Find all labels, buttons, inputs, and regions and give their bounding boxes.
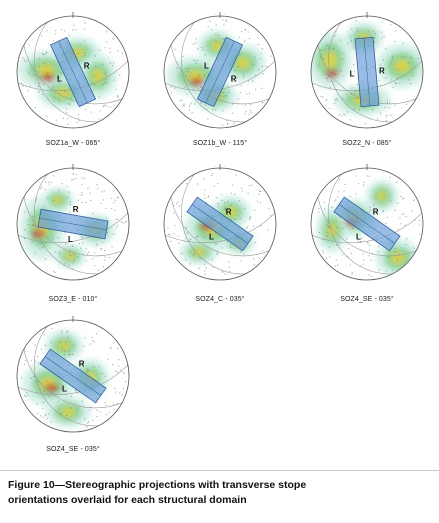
stope-orientation-overlay xyxy=(37,208,109,240)
stereonet-label: SOZ2_N - 085° xyxy=(342,140,392,147)
stope-left-label: L xyxy=(209,232,214,241)
stereonet-soz4-se: LR xyxy=(310,164,424,281)
stereonet-soz4-se-2: LR xyxy=(16,316,130,433)
stope-left-label: L xyxy=(62,384,67,393)
stereonet-label: SOZ4_SE - 035° xyxy=(46,446,100,453)
caption-line-1: Figure 10—Stereographic projections with… xyxy=(8,479,307,491)
stope-orientation-overlay xyxy=(354,36,380,108)
stope-right-label: R xyxy=(84,62,90,71)
stope-right-label: R xyxy=(79,360,85,369)
stereonet-label: SOZ4_C - 035° xyxy=(195,296,245,303)
stope-left-label: L xyxy=(350,69,355,78)
figure-caption: Figure 10—Stereographic projections with… xyxy=(8,478,428,508)
stope-right-label: R xyxy=(226,208,232,217)
stereonet-soz1b-w: LR xyxy=(163,12,277,129)
stope-left-label: L xyxy=(356,232,361,241)
stope-left-label: L xyxy=(68,235,73,244)
stope-right-label: R xyxy=(379,67,385,76)
stope-right-label: R xyxy=(73,205,79,214)
stereonet-soz4-c: LR xyxy=(163,164,277,281)
stope-orientation-overlay xyxy=(333,196,401,252)
stereonet-label: SOZ1b_W - 115° xyxy=(192,140,248,147)
stope-right-label: R xyxy=(231,74,237,83)
stope-orientation-overlay xyxy=(186,196,254,252)
stope-left-label: L xyxy=(204,62,209,71)
stereonet-soz3-e: LR xyxy=(16,164,130,281)
stope-orientation-overlay xyxy=(39,348,107,404)
stope-orientation-overlay xyxy=(49,36,97,108)
stope-left-label: L xyxy=(57,74,62,83)
caption-line-2: orientations overlaid for each structura… xyxy=(8,494,247,506)
stereonet-label: SOZ1a_W - 065° xyxy=(45,140,101,147)
stereonet-label: SOZ4_SE - 035° xyxy=(340,296,394,303)
stope-right-label: R xyxy=(373,208,379,217)
stereonet-soz1a-w: LR xyxy=(16,12,130,129)
caption-divider xyxy=(0,470,439,471)
stope-orientation-overlay xyxy=(196,36,244,108)
stereonet-label: SOZ3_E - 010° xyxy=(48,296,98,303)
